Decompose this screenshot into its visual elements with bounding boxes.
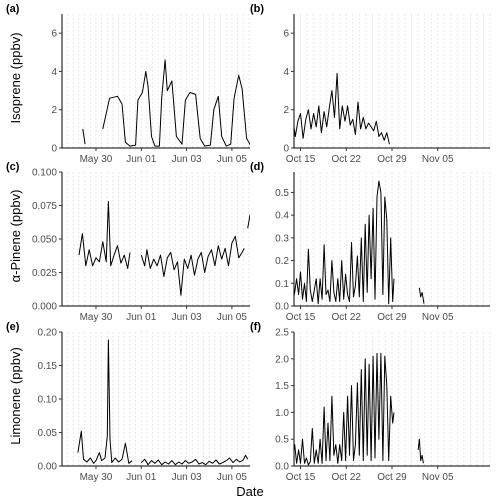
panel-label-d: (d) xyxy=(250,161,264,173)
y-tick-label-1-0: 1.0 xyxy=(275,408,289,419)
y-tick-label-0-0: 0.0 xyxy=(275,462,289,473)
panel-b: 0 2 4 6 Oct 15 Oct 22 Oct 29 Nov 05 (b) xyxy=(250,3,491,165)
y-tick-label-1-5: 1.5 xyxy=(275,381,289,392)
y-tick-label-0-5: 0.5 xyxy=(275,188,289,199)
panel-e: 0.00 0.05 0.10 0.15 0.20 May 30 Jun 01 Jun 03 Ju… xyxy=(6,321,250,483)
panel-label-c: (c) xyxy=(6,161,20,173)
x-tick-label-jun-05: Jun 05 xyxy=(217,472,247,483)
x-tick-label-oct-15: Oct 15 xyxy=(286,472,316,483)
series-line-segment-1 xyxy=(294,72,390,145)
y-tick-label-0-1: 0.1 xyxy=(275,279,289,290)
y-axis-title-alpha-pinene: α-Pinene (ppbv) xyxy=(8,190,23,283)
y-tick-label-2-5: 2.5 xyxy=(275,328,289,339)
y-axis-title-limonene: Limonene (ppbv) xyxy=(8,347,23,445)
y-tick-label-0: 0 xyxy=(51,144,57,155)
x-tick-label-may-30: May 30 xyxy=(80,312,113,323)
y-tick-label-0-4: 0.4 xyxy=(275,211,289,222)
y-tick-label-0-10: 0.10 xyxy=(38,395,58,406)
y-tick-label-0-20: 0.20 xyxy=(38,328,58,339)
panel-a: 0 2 4 6 May 30 Jun 01 Jun 03 Jun 05 (a) xyxy=(6,3,250,165)
y-tick-label-0-025: 0.025 xyxy=(32,268,57,279)
x-tick-label-nov-05: Nov 05 xyxy=(422,312,454,323)
panel-label-a: (a) xyxy=(6,3,20,15)
series-line-segment-1 xyxy=(294,180,395,305)
series-line-segment-2 xyxy=(417,438,424,464)
panel-d: 0.0 0.1 0.2 0.3 0.4 0.5 Oct 15 Oct 22 Oct 29 Nov … xyxy=(250,161,491,323)
x-axis-title: Date xyxy=(236,484,263,499)
x-tick-label-jun-01: Jun 01 xyxy=(126,472,156,483)
y-tick-label-0-2: 0.2 xyxy=(275,256,289,267)
series-line-segment-1 xyxy=(77,339,133,464)
x-tick-label-may-30: May 30 xyxy=(80,472,113,483)
y-tick-label-0: 0 xyxy=(283,144,289,155)
y-tick-label-0-100: 0.100 xyxy=(32,168,57,179)
x-tick-label-oct-29: Oct 29 xyxy=(377,154,407,165)
y-tick-label-0-5: 0.5 xyxy=(275,435,289,446)
x-tick-label-oct-29: Oct 29 xyxy=(377,312,407,323)
series-line-segment-1 xyxy=(82,128,86,145)
x-tick-label-oct-22: Oct 22 xyxy=(332,312,362,323)
x-tick-label-oct-22: Oct 22 xyxy=(332,154,362,165)
y-tick-label-0-075: 0.075 xyxy=(32,201,57,212)
y-tick-label-0-000: 0.000 xyxy=(32,302,57,313)
y-tick-label-0-00: 0.00 xyxy=(38,462,58,473)
panel-label-f: (f) xyxy=(250,321,261,333)
x-tick-label-nov-05: Nov 05 xyxy=(422,154,454,165)
x-tick-label-jun-01: Jun 01 xyxy=(126,154,156,165)
x-tick-label-jun-03: Jun 03 xyxy=(172,472,202,483)
y-tick-label-0-15: 0.15 xyxy=(38,361,58,372)
x-tick-label-nov-05: Nov 05 xyxy=(422,472,454,483)
y-tick-label-0-3: 0.3 xyxy=(275,233,289,244)
series-line-segment-2 xyxy=(418,287,425,304)
x-tick-label-jun-03: Jun 03 xyxy=(172,312,202,323)
series-line-segment-2 xyxy=(102,59,250,147)
grid-lines xyxy=(293,332,491,466)
y-tick-label-2: 2 xyxy=(51,105,57,116)
y-tick-label-4: 4 xyxy=(283,67,289,78)
x-tick-label-oct-15: Oct 15 xyxy=(286,154,316,165)
y-tick-label-6: 6 xyxy=(283,29,289,40)
y-tick-label-0-050: 0.050 xyxy=(32,235,57,246)
y-tick-label-0-05: 0.05 xyxy=(38,428,58,439)
y-tick-label-2-0: 2.0 xyxy=(275,354,289,365)
x-tick-label-may-30: May 30 xyxy=(80,154,113,165)
panel-label-b: (b) xyxy=(250,3,264,15)
y-tick-label-2: 2 xyxy=(283,105,289,116)
grid-lines xyxy=(61,332,250,466)
grid-lines xyxy=(293,14,491,148)
x-tick-label-jun-05: Jun 05 xyxy=(217,312,247,323)
y-tick-label-4: 4 xyxy=(51,67,57,78)
x-tick-label-oct-22: Oct 22 xyxy=(332,472,362,483)
series-line-segment-3 xyxy=(247,214,250,229)
x-tick-label-jun-03: Jun 03 xyxy=(172,154,202,165)
x-tick-label-jun-01: Jun 01 xyxy=(126,312,156,323)
series-line-segment-2 xyxy=(140,454,249,466)
panel-label-e: (e) xyxy=(6,321,20,333)
y-axis-title-isoprene: Isoprene (ppbv) xyxy=(8,32,23,123)
panel-f: 0.0 0.5 1.0 1.5 2.0 2.5 Oct 15 Oct 22 Oct 29 Nov … xyxy=(250,321,491,483)
panel-c: 0.000 0.025 0.050 0.075 0.100 May 30 Jun 01 Jun… xyxy=(6,161,250,323)
series-line-segment-1 xyxy=(294,352,395,466)
x-tick-label-jun-05: Jun 05 xyxy=(217,154,247,165)
grid-lines xyxy=(61,172,250,306)
x-tick-label-oct-15: Oct 15 xyxy=(286,312,316,323)
series-line-segment-2 xyxy=(140,235,245,296)
x-tick-label-oct-29: Oct 29 xyxy=(377,472,407,483)
y-tick-label-6: 6 xyxy=(51,29,57,40)
y-tick-label-0-0: 0.0 xyxy=(275,302,289,313)
series-line-segment-1 xyxy=(78,201,131,269)
